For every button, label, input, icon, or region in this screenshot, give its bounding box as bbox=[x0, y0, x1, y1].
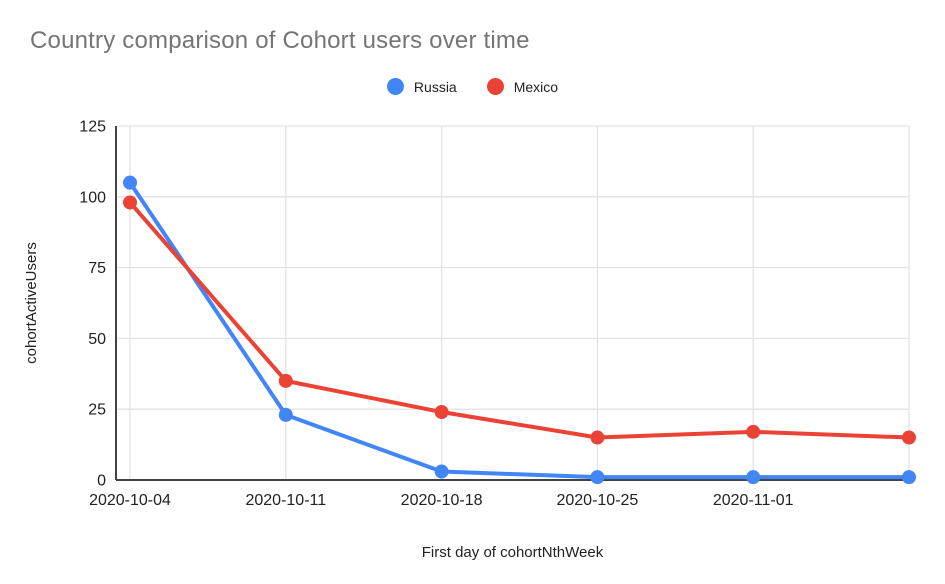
x-tick-label: 2020-10-25 bbox=[556, 492, 638, 509]
data-point-russia bbox=[746, 470, 761, 485]
x-tick-label: 2020-11-01 bbox=[713, 492, 794, 509]
y-tick-label: 75 bbox=[88, 260, 106, 277]
x-tick-label: 2020-10-04 bbox=[89, 492, 171, 509]
y-tick-label: 25 bbox=[88, 402, 106, 419]
y-tick-label: 50 bbox=[88, 331, 106, 348]
series-line-russia bbox=[128, 181, 909, 480]
data-point-russia bbox=[434, 464, 449, 479]
x-tick-label: 2020-10-11 bbox=[245, 492, 326, 509]
data-point-russia bbox=[278, 407, 293, 422]
series-line-mexico bbox=[128, 201, 910, 440]
legend-label-russia: Russia bbox=[413, 78, 457, 95]
x-tick-label: 2020-10-18 bbox=[401, 492, 483, 509]
y-tick-label: 100 bbox=[79, 189, 106, 206]
data-point-russia bbox=[590, 470, 605, 485]
x-axis-title: First day of cohortNthWeek bbox=[422, 544, 604, 561]
data-point-russia bbox=[123, 175, 137, 190]
chart-title: Country comparison of Cohort users over … bbox=[30, 27, 530, 54]
y-tick-label: 125 bbox=[79, 119, 106, 136]
y-axis-title: cohortActiveUsers bbox=[23, 242, 40, 364]
legend-item-mexico[interactable]: Mexico bbox=[486, 78, 559, 95]
legend-label-mexico: Mexico bbox=[513, 78, 559, 95]
chart-legend: Russia Mexico bbox=[0, 78, 945, 95]
legend-swatch-mexico-icon bbox=[486, 78, 504, 95]
data-point-mexico bbox=[902, 430, 916, 445]
data-point-russia bbox=[902, 470, 916, 485]
data-point-mexico bbox=[434, 405, 449, 420]
data-point-mexico bbox=[746, 424, 761, 439]
data-point-mexico bbox=[590, 430, 605, 445]
y-tick-label: 0 bbox=[97, 473, 106, 490]
legend-item-russia[interactable]: Russia bbox=[386, 78, 457, 95]
data-point-mexico bbox=[278, 373, 293, 388]
data-point-mexico bbox=[123, 195, 137, 210]
legend-swatch-russia-icon bbox=[386, 78, 404, 95]
